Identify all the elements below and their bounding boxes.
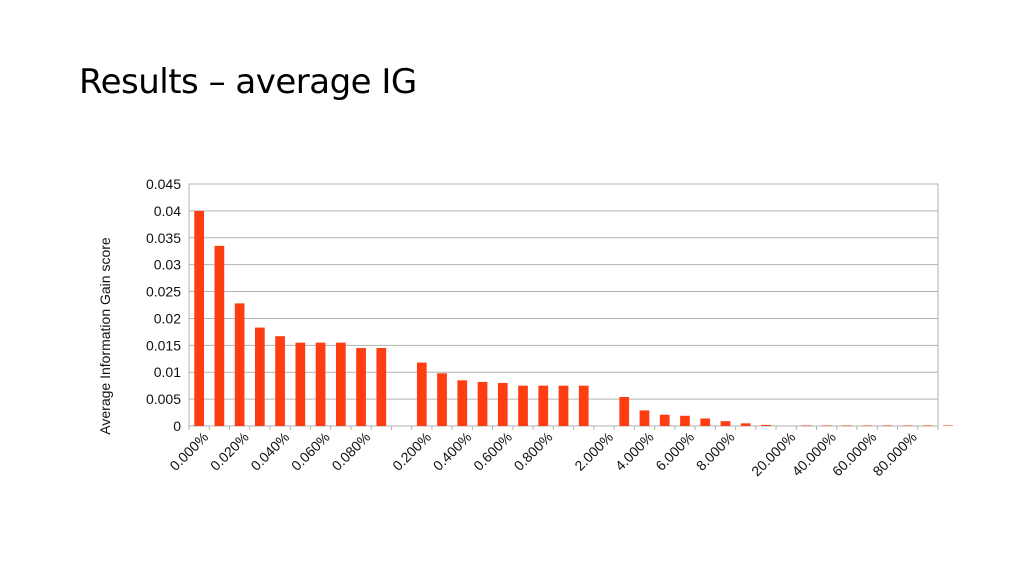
bar [578,385,589,426]
x-tick-label: 2.000% [571,429,616,474]
y-tick-label: 0.03 [154,257,181,273]
bar [416,362,427,426]
y-axis-title: Average Information Gain score [97,237,113,435]
x-tick-label: 0.200% [389,429,434,474]
x-tick-label: 0.800% [511,429,556,474]
bar [497,382,508,426]
bar [194,210,204,426]
y-tick-label: 0.01 [154,364,181,380]
x-tick-label: 0.080% [328,429,373,474]
x-axis-tick-marks [188,426,939,430]
y-tick-label: 0.045 [146,176,181,192]
bar [356,348,366,426]
x-tick-label: 0.400% [430,429,475,474]
bar [882,425,893,427]
bar [437,373,447,426]
bar [923,425,933,427]
bar [538,385,549,426]
y-axis-tick-labels: 0.045 0.04 0.035 0.03 0.025 0.02 0.015 0.01 0.00… [146,176,181,434]
y-tick-label: 0.04 [154,203,181,219]
bar [680,415,690,426]
bar [700,418,711,426]
x-tick-label: 0.060% [288,429,333,474]
x-tick-label: 0.000% [166,429,211,474]
x-axis-tick-labels: 0.000%0.020%0.040%0.060%0.080% 0.200%0.40… [166,429,919,479]
chart-bars [194,210,953,427]
bar [842,425,852,427]
bar [335,342,346,426]
bar [457,380,468,426]
slide-title: Results – average IG [79,62,417,102]
bar [619,396,630,426]
bar [315,342,326,426]
x-tick-label: 8.000% [693,429,738,474]
bar [639,410,650,426]
bar [477,381,488,426]
x-tick-label: 4.000% [612,429,657,474]
bar [214,245,225,426]
y-tick-label: 0.02 [154,310,181,326]
bar [862,425,873,427]
bar [740,423,751,426]
x-tick-label: 20.000% [748,429,798,479]
bar [518,385,528,426]
y-tick-label: 0.005 [146,391,181,407]
x-tick-label: 0.600% [470,429,515,474]
y-tick-label: 0.015 [146,337,181,353]
bar [234,303,245,426]
bar [902,425,913,427]
bar [295,342,306,426]
bar [761,424,771,426]
bar [376,348,387,426]
x-tick-label: 0.040% [247,429,292,474]
bar [254,327,265,426]
x-tick-label: 6.000% [652,429,697,474]
x-tick-label: 80.000% [869,429,919,479]
bar [821,425,832,427]
bar [558,385,569,426]
bar [720,421,731,426]
bar [801,425,812,427]
x-tick-label: 0.020% [207,429,252,474]
bar [275,336,285,426]
bar [659,414,670,426]
bar [943,425,953,427]
y-tick-label: 0.025 [146,284,181,300]
y-tick-label: 0.035 [146,230,181,246]
y-tick-label: 0 [173,418,181,434]
